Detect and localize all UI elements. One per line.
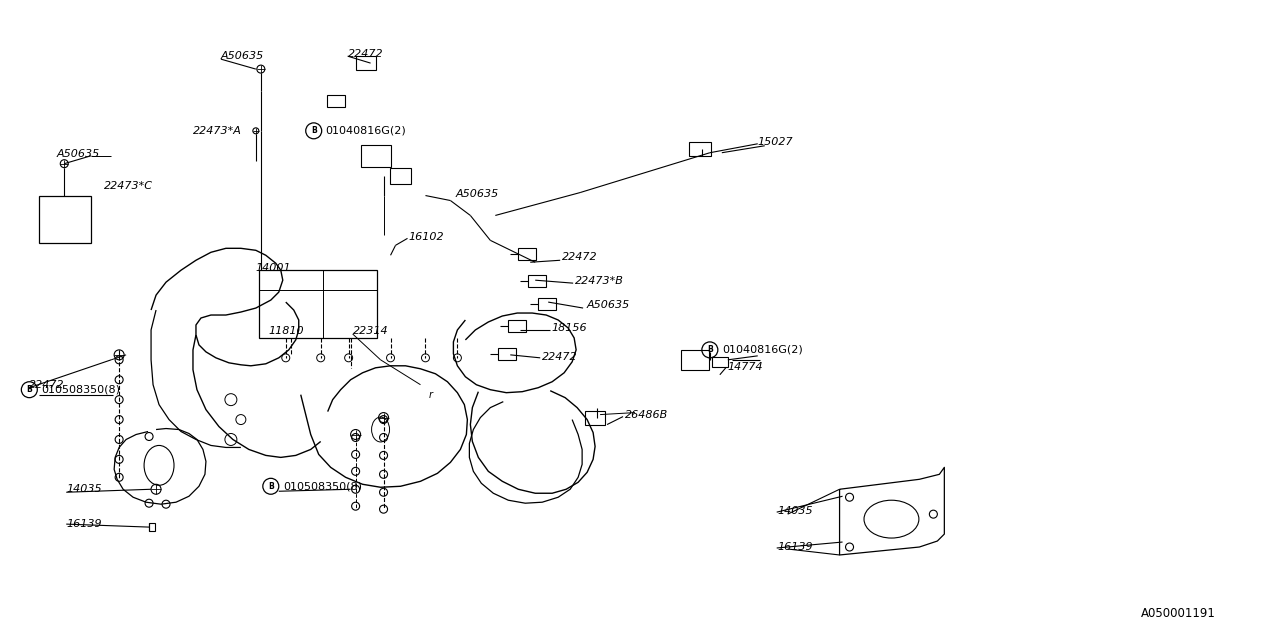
Bar [585, 411, 605, 424]
Text: B: B [268, 482, 274, 491]
Text: 14035: 14035 [778, 506, 813, 516]
Bar [148, 523, 155, 531]
Text: B: B [311, 126, 316, 135]
Text: 22472: 22472 [29, 380, 65, 390]
Text: 22473*A: 22473*A [193, 126, 242, 136]
Text: 16139: 16139 [67, 519, 102, 529]
Bar [538, 298, 557, 310]
Bar [518, 248, 536, 260]
Text: A50635: A50635 [586, 300, 630, 310]
Text: 14774: 14774 [728, 362, 763, 372]
Text: 26486B: 26486B [625, 410, 668, 420]
Text: A50635: A50635 [56, 148, 100, 159]
Text: 14001: 14001 [256, 263, 292, 273]
Bar [712, 357, 728, 367]
Text: A50635: A50635 [221, 51, 264, 61]
Text: 22314: 22314 [352, 326, 388, 336]
Text: 15027: 15027 [758, 137, 794, 147]
Bar [361, 145, 390, 166]
Text: 22472: 22472 [562, 252, 598, 262]
Bar [326, 95, 344, 107]
Text: r: r [429, 390, 433, 399]
Text: A50635: A50635 [456, 189, 499, 198]
Bar [40, 196, 91, 243]
Text: 010508350(8): 010508350(8) [41, 385, 120, 395]
Text: 22473*C: 22473*C [104, 180, 154, 191]
Bar [498, 348, 516, 360]
Bar [689, 142, 710, 156]
Bar [259, 270, 376, 338]
Bar [356, 56, 375, 70]
Text: 01040816G(2): 01040816G(2) [722, 345, 803, 355]
Text: 18156: 18156 [552, 323, 586, 333]
Text: A050001191: A050001191 [1140, 607, 1216, 620]
Text: 16102: 16102 [408, 232, 444, 243]
Text: 22472: 22472 [543, 352, 577, 362]
Text: 01040816G(2): 01040816G(2) [325, 126, 407, 136]
Text: B: B [707, 346, 713, 355]
Text: 14035: 14035 [67, 484, 102, 494]
Text: 16139: 16139 [778, 542, 813, 552]
Bar [681, 350, 709, 370]
Bar [508, 320, 526, 332]
Text: B: B [27, 385, 32, 394]
Bar [529, 275, 547, 287]
Text: 11810: 11810 [269, 326, 305, 336]
Text: 22473*B: 22473*B [575, 276, 625, 286]
Text: 22472: 22472 [348, 49, 383, 59]
Text: 010508350(8): 010508350(8) [283, 481, 362, 492]
Bar [389, 168, 411, 184]
